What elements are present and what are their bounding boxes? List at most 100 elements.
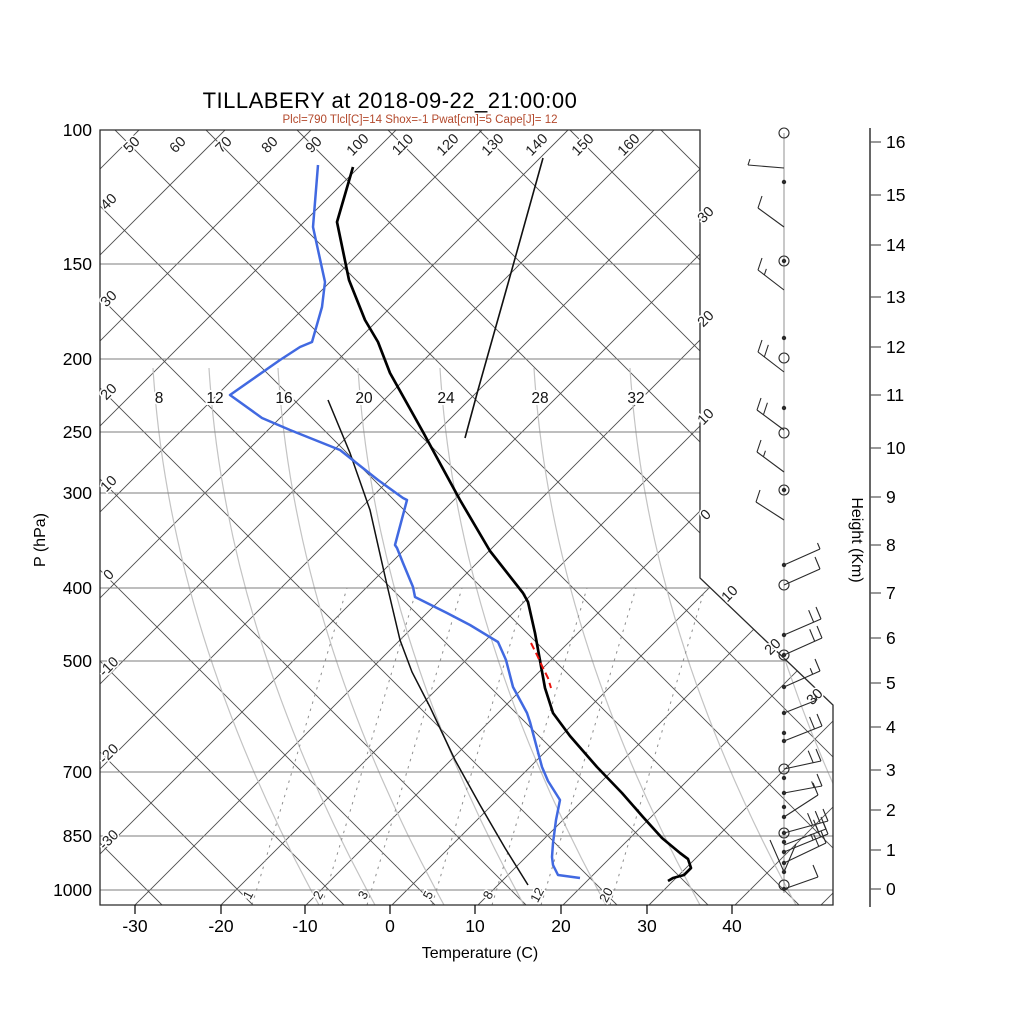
- station-dot: [781, 258, 787, 264]
- parcel-curve-upper: [464, 157, 544, 439]
- wind-barbs: [747, 158, 829, 890]
- dewpoint-curve: [228, 164, 581, 880]
- wind-barb: [783, 773, 823, 794]
- svg-text:30: 30: [98, 288, 121, 311]
- svg-text:28: 28: [531, 390, 548, 407]
- station-circle: [778, 579, 790, 591]
- svg-text:200: 200: [63, 349, 92, 369]
- svg-text:8: 8: [155, 390, 164, 407]
- station-dot: [781, 487, 787, 493]
- station-dot: [781, 775, 787, 781]
- grid-mixing-ratio-lines: [251, 587, 706, 905]
- parcel-curve-lower: [327, 399, 529, 886]
- wind-barb: [783, 830, 827, 864]
- sounding-curves: [228, 157, 693, 886]
- svg-text:10: 10: [719, 583, 742, 606]
- svg-text:400: 400: [63, 578, 92, 598]
- grid-moist-adiabats: [152, 367, 833, 905]
- wind-barb: [783, 625, 823, 656]
- wind-barb: [783, 864, 819, 890]
- svg-text:20: 20: [551, 916, 571, 936]
- dry-adiabat-top-labels: 50 60 70 80 90 100 110 120 130 140 150 160: [119, 129, 645, 160]
- wind-barb: [783, 808, 829, 834]
- station-dot: [781, 335, 787, 341]
- svg-text:150: 150: [63, 254, 92, 274]
- station-circle: [778, 127, 790, 139]
- station-circle: [778, 763, 790, 775]
- svg-text:16: 16: [275, 390, 292, 407]
- svg-text:16: 16: [886, 132, 905, 152]
- wind-barb: [756, 397, 785, 431]
- svg-text:-30: -30: [122, 916, 148, 936]
- svg-text:130: 130: [479, 131, 507, 159]
- svg-text:1: 1: [886, 840, 896, 860]
- wind-barb: [783, 658, 821, 688]
- wind-barb-column: [747, 127, 829, 893]
- svg-text:700: 700: [63, 762, 92, 782]
- svg-text:7: 7: [886, 583, 896, 603]
- wind-vane-v: [769, 839, 797, 874]
- svg-text:-20: -20: [208, 916, 234, 936]
- svg-text:11: 11: [886, 385, 904, 405]
- temperature-curve: [335, 166, 693, 883]
- svg-text:850: 850: [63, 826, 92, 846]
- pressure-axis: 100 150 200 250 300 400 500 700 850 1000 P (hPa): [32, 120, 92, 900]
- svg-text:24: 24: [437, 390, 455, 407]
- svg-text:P (hPa): P (hPa): [32, 513, 49, 567]
- svg-text:40: 40: [722, 916, 742, 936]
- chart-stability-indices: Plcl=790 Tlcl[C]=14 Shox=-1 Pwat[cm]=5 C…: [282, 114, 558, 126]
- svg-text:40: 40: [98, 191, 121, 214]
- svg-text:8: 8: [886, 535, 896, 555]
- wind-barb: [755, 489, 785, 521]
- wind-barb: [757, 257, 785, 291]
- wind-barb: [783, 821, 829, 853]
- svg-text:-10: -10: [292, 916, 318, 936]
- station-dot: [781, 804, 787, 810]
- station-circle: [778, 352, 790, 364]
- station-circle: [778, 255, 790, 267]
- mixing-ratio-labels: 1 2 3 5 8 12 20: [238, 883, 617, 906]
- svg-text:30: 30: [695, 204, 718, 227]
- svg-text:20: 20: [355, 390, 373, 407]
- svg-text:50: 50: [121, 134, 144, 157]
- grid-dry-adiabats: [100, 130, 833, 905]
- svg-text:Height (Km): Height (Km): [848, 497, 865, 582]
- moist-adiabat-labels: 8 12 16 20 24 28 32: [153, 388, 647, 409]
- station-dot: [781, 730, 787, 736]
- plot-frame: [99, 129, 834, 906]
- svg-text:20: 20: [695, 308, 718, 331]
- svg-text:100: 100: [63, 120, 92, 140]
- skewt-grid: [100, 130, 833, 905]
- svg-text:32: 32: [627, 390, 644, 407]
- wind-barb: [783, 782, 819, 818]
- svg-text:Temperature (C): Temperature (C): [422, 945, 538, 962]
- svg-text:3: 3: [886, 760, 896, 780]
- svg-text:12: 12: [527, 885, 547, 905]
- wind-barb: [747, 158, 785, 169]
- svg-text:30: 30: [804, 686, 827, 709]
- svg-text:10: 10: [886, 438, 906, 458]
- station-circle: [778, 827, 790, 839]
- svg-text:20: 20: [98, 381, 121, 404]
- svg-text:500: 500: [63, 651, 92, 671]
- svg-text:120: 120: [434, 131, 462, 159]
- station-dot: [781, 405, 787, 411]
- wind-barb: [783, 542, 821, 566]
- svg-text:0: 0: [101, 567, 118, 584]
- svg-text:14: 14: [886, 235, 906, 255]
- pressure-gridlines: [100, 263, 833, 891]
- svg-text:60: 60: [167, 134, 190, 157]
- wind-barb: [783, 713, 823, 742]
- svg-text:140: 140: [523, 131, 551, 159]
- svg-text:300: 300: [63, 483, 92, 503]
- wind-barb: [756, 439, 785, 473]
- chart-title: TILLABERY at 2018-09-22_21:00:00: [202, 88, 578, 113]
- wind-barb: [783, 556, 821, 586]
- svg-text:10: 10: [695, 406, 718, 429]
- cape-parcel-segment: [530, 642, 552, 689]
